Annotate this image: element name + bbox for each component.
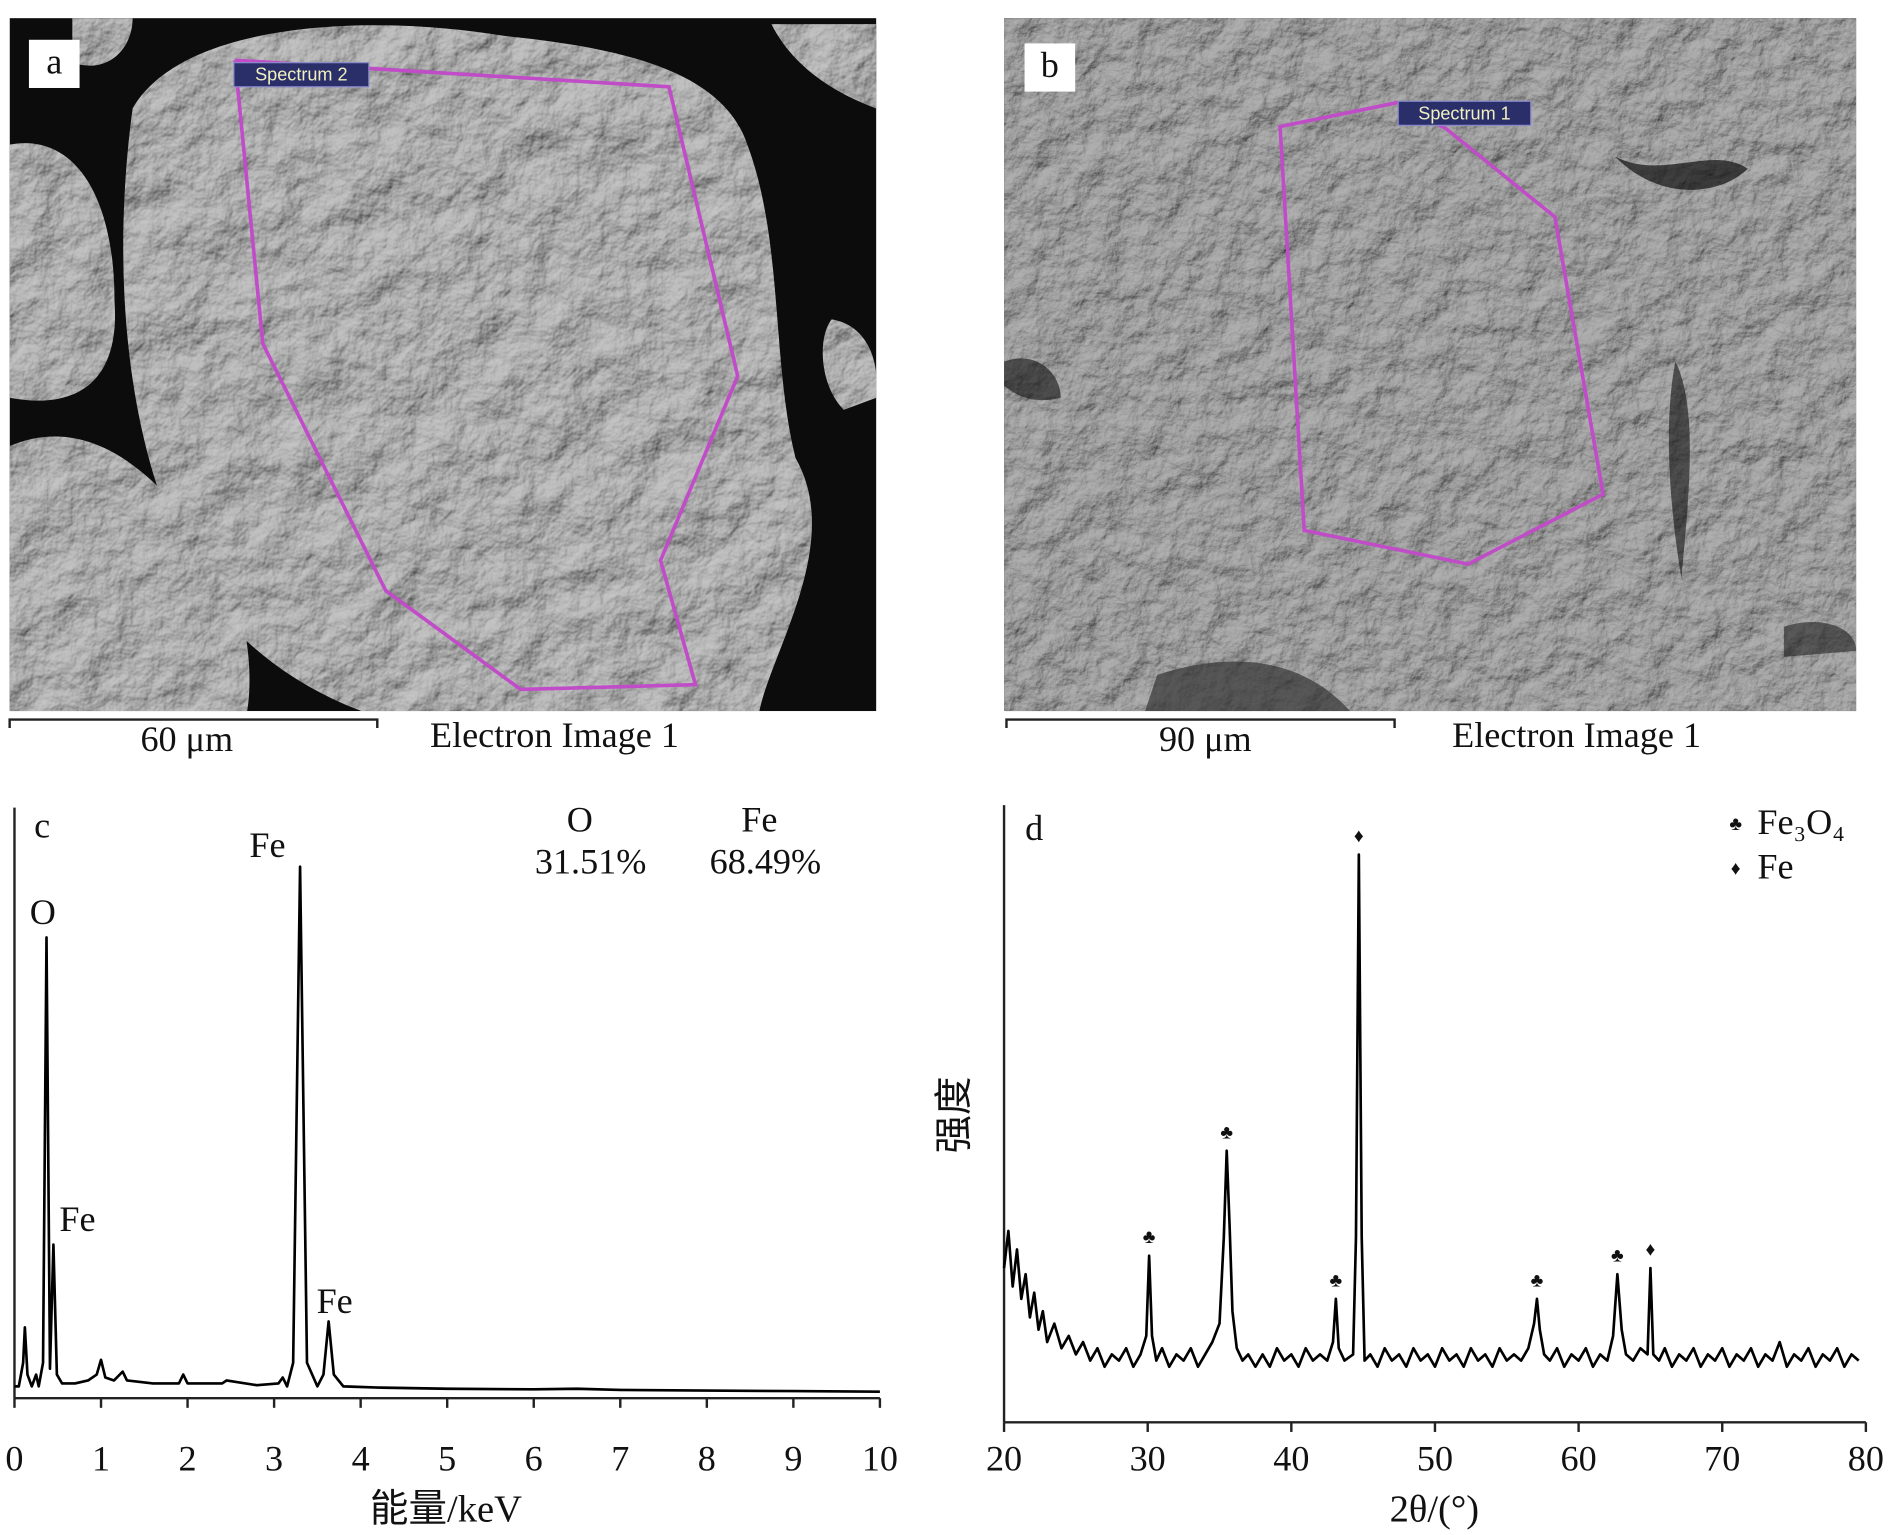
x-tick-label: 60	[1561, 1438, 1597, 1478]
scale-bar-b: 90 μm Electron Image 1	[1005, 715, 1701, 759]
x-tick-label: 9	[784, 1438, 802, 1478]
phase-marker: ♣	[1220, 1122, 1233, 1143]
legend-symbol: ♦	[1731, 859, 1741, 880]
image-caption: Electron Image 1	[430, 715, 679, 755]
data-line	[1002, 853, 1860, 1369]
scale-bar-label: 60 μm	[140, 719, 233, 759]
peak-label: O	[30, 892, 56, 932]
x-tick-label: 70	[1704, 1438, 1740, 1478]
scale-bar-label: 90 μm	[1159, 719, 1252, 759]
panel-letter: d	[1025, 808, 1043, 848]
peak-label: Fe	[59, 1199, 95, 1239]
composition-element: O	[567, 800, 593, 840]
composition-value: 31.51%	[535, 842, 646, 882]
x-tick-label: 1	[92, 1438, 110, 1478]
x-axis-label: 能量/keV	[370, 1489, 522, 1531]
x-tick-label: 7	[611, 1438, 629, 1478]
x-tick-label: 50	[1417, 1438, 1453, 1478]
spectrum-label: Spectrum 1	[1418, 103, 1510, 123]
x-tick-label: 8	[698, 1438, 716, 1478]
x-tick-label: 20	[986, 1438, 1022, 1478]
x-tick-label: 30	[1130, 1438, 1166, 1478]
x-tick-label: 10	[862, 1438, 898, 1478]
spectrum-label: Spectrum 2	[255, 65, 347, 85]
phase-marker: ♣	[1531, 1270, 1544, 1291]
phase-marker: ♣	[1143, 1227, 1156, 1248]
phase-marker: ♣	[1611, 1246, 1624, 1267]
composition-value: 68.49%	[710, 842, 821, 882]
peak-label: Fe	[317, 1281, 353, 1321]
x-tick-label: 6	[525, 1438, 543, 1478]
legend-label: Fe₃O₄	[1757, 802, 1844, 842]
x-tick-label: 40	[1273, 1438, 1309, 1478]
x-tick-label: 0	[5, 1438, 23, 1478]
phase-marker: ♦	[1646, 1240, 1656, 1261]
legend-symbol: ♣	[1729, 814, 1742, 835]
peak-label: Fe	[249, 825, 285, 865]
x-tick-label: 5	[438, 1438, 456, 1478]
x-tick-label: 2	[179, 1438, 197, 1478]
x-tick-label: 80	[1848, 1438, 1884, 1478]
x-tick-label: 4	[352, 1438, 370, 1478]
y-axis-label: 强度	[933, 1076, 976, 1153]
phase-marker: ♣	[1330, 1270, 1343, 1291]
sem-image-a: Spectrum 2 a	[9, 18, 877, 712]
sem-image-b: Spectrum 1 b	[1004, 18, 1857, 712]
panel-letter: c	[34, 806, 50, 846]
composition-element: Fe	[741, 800, 777, 840]
panel-letter: b	[1041, 45, 1059, 85]
scale-bar-a: 60 μm Electron Image 1	[8, 715, 679, 759]
panel-letter: a	[46, 41, 62, 81]
data-line	[14, 865, 880, 1394]
legend-label: Fe	[1757, 847, 1793, 887]
x-tick-label: 3	[265, 1438, 283, 1478]
x-axis-label: 2θ/(°)	[1390, 1489, 1480, 1531]
image-caption: Electron Image 1	[1452, 715, 1701, 755]
phase-marker: ♦	[1354, 826, 1364, 847]
